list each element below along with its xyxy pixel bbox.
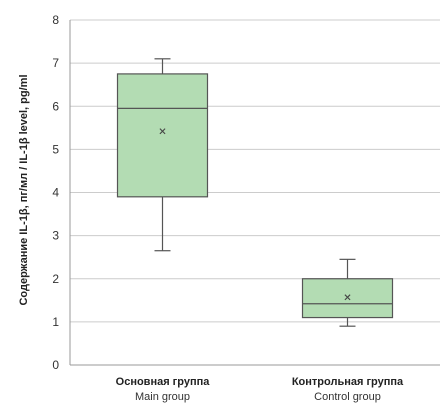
box-group [116,58,209,252]
category-label-en: Main group [135,391,190,403]
y-tick-label: 8 [52,13,59,27]
y-axis-label-ru: Содержание IL-1β, пг/мл [18,173,30,306]
y-tick-label: 6 [52,99,59,113]
y-tick-label: 4 [52,186,59,200]
category-labels: Основная группа Main group Контрольная гру… [116,376,404,403]
boxes [116,58,394,327]
y-tick-label: 2 [52,272,59,286]
mean-marker [159,128,166,135]
category-label-ru: Контрольная группа [292,376,404,388]
box-iqr [301,278,394,319]
category-label-en: Control group [314,391,381,403]
category-label-ru: Основная группа [116,376,211,388]
box-group [301,258,394,327]
y-tick-label: 1 [52,315,59,329]
y-axis-label-en: IL-1β level, pg/ml [18,74,30,163]
y-axis-label-separator: / [18,164,30,173]
box-iqr [116,73,209,198]
mean-marker [344,294,351,301]
y-axis-label: Содержание IL-1β, пг/мл / IL-1β level, p… [18,74,30,305]
y-tick-label: 3 [52,229,59,243]
y-tick-label: 0 [52,358,59,372]
y-tick-label: 7 [52,56,59,70]
y-tick-label: 5 [52,142,59,156]
y-tick-labels: 0 1 2 3 4 5 6 7 8 [52,13,59,372]
